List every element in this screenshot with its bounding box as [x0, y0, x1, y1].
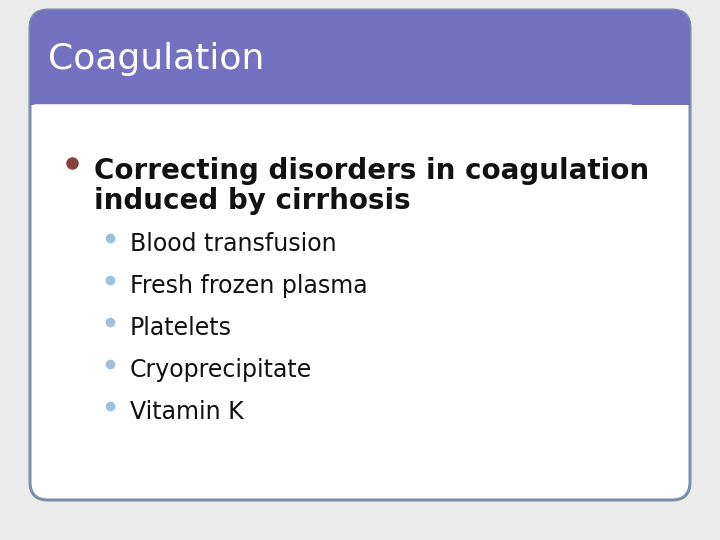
Text: Fresh frozen plasma: Fresh frozen plasma	[130, 274, 368, 298]
Text: Blood transfusion: Blood transfusion	[130, 232, 337, 256]
Text: Vitamin K: Vitamin K	[130, 400, 244, 424]
Text: induced by cirrhosis: induced by cirrhosis	[94, 187, 410, 215]
FancyBboxPatch shape	[30, 10, 690, 500]
Bar	[30, 87, 690, 105]
Text: Coagulation: Coagulation	[48, 43, 264, 76]
Text: Cryoprecipitate: Cryoprecipitate	[130, 358, 312, 382]
FancyBboxPatch shape	[30, 10, 690, 105]
Text: Correcting disorders in coagulation: Correcting disorders in coagulation	[94, 157, 649, 185]
Text: Platelets: Platelets	[130, 316, 232, 340]
